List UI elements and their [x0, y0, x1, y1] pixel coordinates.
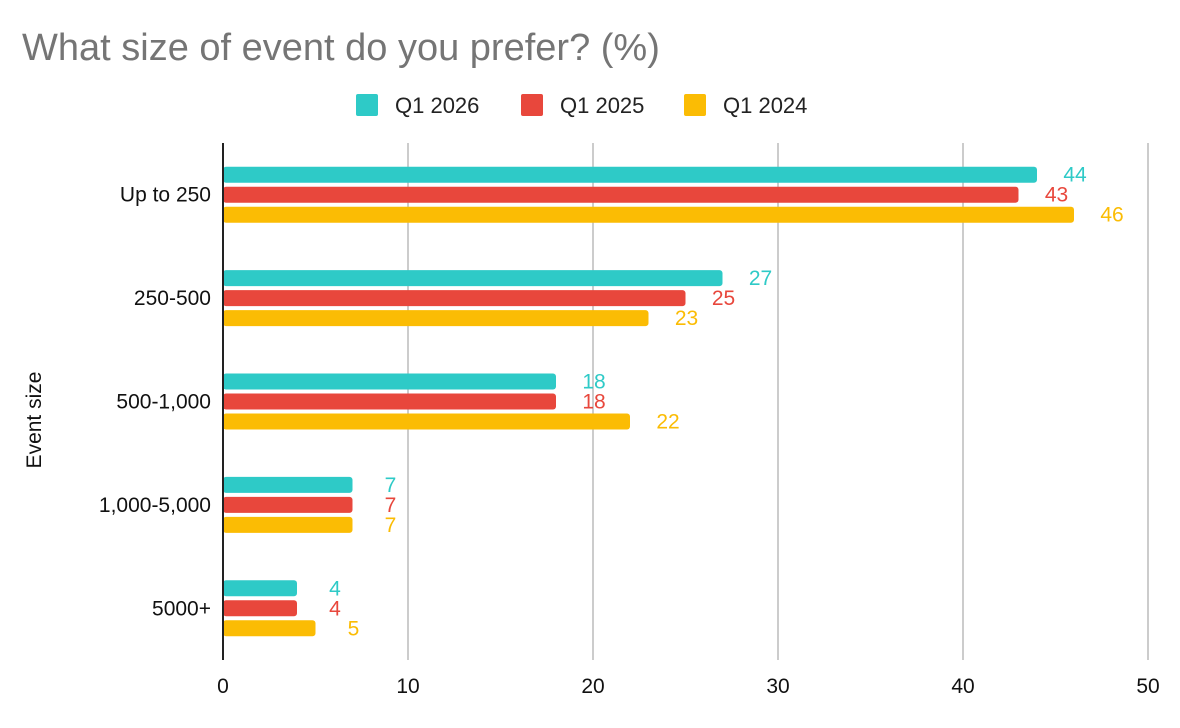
category-label: 500-1,000 — [116, 391, 211, 414]
data-label: 27 — [749, 267, 772, 290]
data-label: 7 — [385, 514, 397, 537]
data-label: 4 — [329, 577, 341, 600]
legend-label: Q1 2025 — [560, 93, 644, 118]
bar — [223, 620, 316, 637]
gridlines — [407, 143, 1149, 660]
data-label: 46 — [1100, 204, 1123, 227]
bar — [223, 270, 723, 287]
x-tick-label: 50 — [1136, 675, 1159, 698]
category-label: 5000+ — [152, 597, 211, 620]
x-tick-label: 40 — [951, 675, 974, 698]
data-label: 25 — [712, 287, 735, 310]
data-label: 18 — [582, 391, 605, 414]
category-label: 1,000-5,000 — [99, 494, 211, 517]
data-label: 18 — [582, 371, 605, 394]
chart-title: What size of event do you prefer? (%) — [22, 27, 660, 69]
legend-swatch — [356, 94, 378, 116]
category-label: Up to 250 — [120, 184, 211, 207]
legend-swatch — [521, 94, 543, 116]
category-label: 250-500 — [134, 287, 211, 310]
bar — [223, 290, 686, 307]
category-labels: Up to 250 250-500 500-1,000 1,000-5,000 5000… — [99, 184, 211, 621]
x-tick-label: 10 — [396, 675, 419, 698]
bar — [223, 580, 297, 597]
y-axis-title: Event size — [23, 372, 46, 469]
bars — [223, 166, 1074, 637]
bar — [223, 373, 556, 390]
bar — [223, 413, 630, 430]
legend-label: Q1 2024 — [723, 93, 807, 118]
bar — [223, 600, 297, 617]
bar — [223, 310, 649, 327]
legend: Q1 2026 Q1 2025 Q1 2024 — [356, 93, 807, 118]
data-label: 43 — [1045, 184, 1068, 207]
bar — [223, 166, 1037, 183]
data-label: 5 — [348, 617, 360, 640]
data-label: 7 — [385, 474, 397, 497]
bar — [223, 393, 556, 410]
data-label: 23 — [675, 307, 698, 330]
x-tick-label: 20 — [581, 675, 604, 698]
bar — [223, 496, 353, 513]
legend-swatch — [684, 94, 706, 116]
data-label: 4 — [329, 597, 341, 620]
legend-label: Q1 2026 — [395, 93, 479, 118]
x-tick-labels: 0 10 20 30 40 50 — [217, 675, 1160, 698]
bar — [223, 476, 353, 493]
data-label: 44 — [1063, 164, 1087, 187]
data-label: 7 — [385, 494, 397, 517]
bar — [223, 516, 353, 533]
bar — [223, 206, 1074, 223]
data-label: 22 — [656, 411, 679, 434]
bar — [223, 186, 1019, 203]
x-tick-label: 0 — [217, 675, 229, 698]
x-tick-label: 30 — [766, 675, 789, 698]
